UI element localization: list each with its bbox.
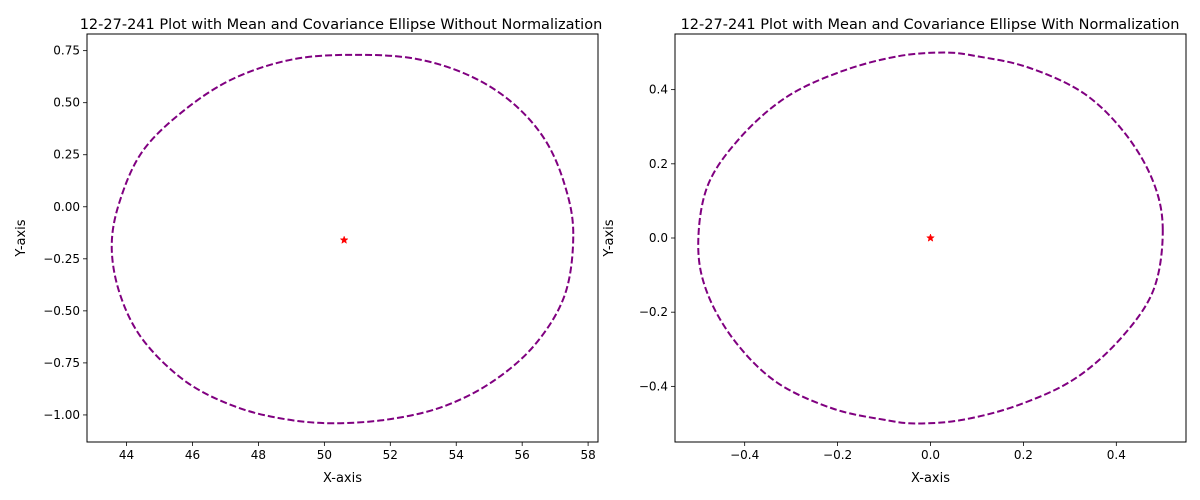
x-tick-label: 50 <box>317 448 332 462</box>
chart-title: 12-27-241 Plot with Mean and Covariance … <box>80 17 603 33</box>
chart-title: 12-27-241 Plot with Mean and Covariance … <box>681 17 1180 33</box>
y-tick-label: 0.75 <box>53 44 80 58</box>
x-tick-label: 46 <box>185 448 200 462</box>
y-tick-label: −0.75 <box>43 356 80 370</box>
panel-2: −0.4 −0.2 0.0 0.2 0.4 −0.4 −0.2 0.0 0.2 0.4 X-axis… <box>602 17 1187 486</box>
x-tick-label: 0.4 <box>1107 448 1126 462</box>
y-tick-label: 0.2 <box>649 157 668 171</box>
x-axis-label: X-axis <box>911 471 950 486</box>
x-tick-label: 58 <box>580 448 595 462</box>
x-tick-label: 48 <box>251 448 266 462</box>
y-tick-label: 0.0 <box>649 231 668 245</box>
y-tick-label: −0.25 <box>43 252 80 266</box>
y-tick-label: 0.50 <box>53 96 80 110</box>
x-tick-label: 0.2 <box>1014 448 1033 462</box>
x-tick-label: 54 <box>449 448 464 462</box>
x-tick-label: 52 <box>383 448 398 462</box>
x-tick-label: −0.4 <box>730 448 759 462</box>
x-tick-label: 44 <box>119 448 134 462</box>
y-axis-label: Y-axis <box>602 219 617 257</box>
y-tick-label: 0.00 <box>53 200 80 214</box>
x-tick-label: −0.2 <box>823 448 852 462</box>
y-tick-label: 0.25 <box>53 148 80 162</box>
panel-1: 44 46 48 50 52 54 56 58 −1.00 −0.75 −0.50 −0.25 0.00… <box>14 17 602 486</box>
covariance-ellipse <box>697 51 1164 425</box>
x-axis-label: X-axis <box>323 471 362 486</box>
covariance-ellipse <box>110 53 575 425</box>
y-tick-label: −0.50 <box>43 304 80 318</box>
y-axis-label: Y-axis <box>14 219 29 257</box>
axes-frame <box>86 33 599 443</box>
x-tick-label: 56 <box>515 448 530 462</box>
mean-point <box>339 235 349 244</box>
y-tick-label: −0.4 <box>639 379 668 393</box>
y-tick-label: 0.4 <box>649 83 668 97</box>
x-tick-label: 0.0 <box>921 448 940 462</box>
y-tick-label: −1.00 <box>43 408 80 422</box>
mean-point <box>926 233 935 242</box>
y-tick-label: −0.2 <box>639 305 668 319</box>
